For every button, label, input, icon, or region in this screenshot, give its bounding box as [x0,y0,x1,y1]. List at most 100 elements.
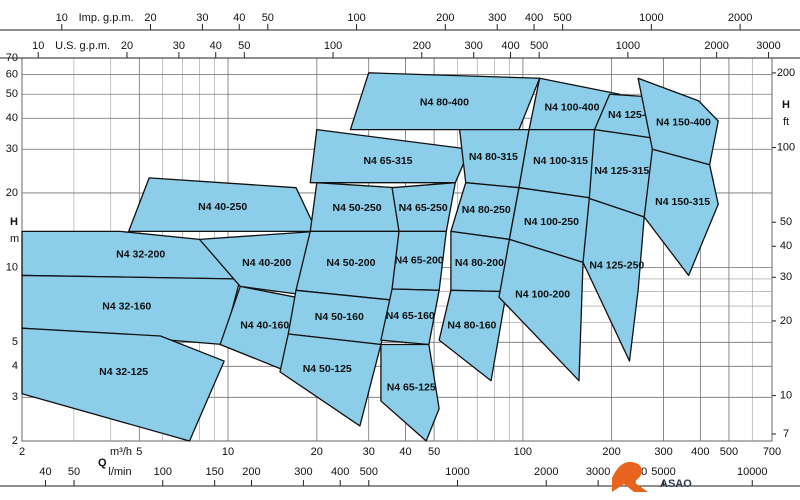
y2-tick-label: 50 [780,216,792,228]
region-label: N4 40-160 [240,319,289,331]
secondary-tick-label: 300 [465,40,483,52]
secondary-tick-label: 300 [294,466,312,478]
pump-region [380,343,440,442]
secondary-tick-label: 3000 [756,40,780,52]
secondary-tick-label: 20 [121,40,133,52]
logo-mark [612,461,648,492]
x-tick-label: 10 [222,446,234,458]
secondary-tick-label: 40 [39,466,51,478]
region-label: N4 80-315 [469,151,518,163]
secondary-tick-label: 400 [501,40,519,52]
y-axis-unit: m [10,233,19,245]
region-label: N4 65-125 [387,382,436,394]
secondary-tick-label: 200 [436,12,454,24]
pump-region [279,333,382,427]
secondary-tick-label: 2000 [534,466,558,478]
secondary-tick-label: 100 [324,40,342,52]
region-label: N4 100-250 [524,216,579,228]
x-tick-label: 5 [136,446,142,458]
secondary-tick-label: 300 [488,12,506,24]
secondary-tick-label: 50 [238,40,250,52]
y2-tick-label: 20 [780,315,792,327]
region-label: N4 65-200 [395,254,444,266]
secondary-tick-label: 500 [360,466,378,478]
region-label: N4 50-250 [333,202,382,214]
y2-tick-label: 7 [783,428,789,440]
y-tick-label: 4 [12,360,18,372]
y-tick-label: 50 [6,88,18,100]
secondary-tick-label: 40 [210,40,222,52]
region-label: N4 150-400 [656,117,711,129]
x-tick-label: 100 [514,446,532,458]
region-label: N4 100-315 [533,155,588,167]
region-label: N4 80-200 [455,257,504,269]
x-axis-title: Q [98,457,107,469]
region-label: N4 80-250 [462,204,511,216]
axes: 2 5 10 20 30 40 50 100 200 300 400 500 700 2 3 4 5 10 20 30… [0,12,800,487]
x-tick-label: 300 [654,446,672,458]
secondary-tick-label: 10000 [737,466,768,478]
secondary-tick-label: 1000 [639,12,663,24]
logo-text: ASAO [660,478,692,490]
region-label: N4 65-250 [399,202,448,214]
secondary-tick-label: 100 [154,466,172,478]
secondary-tick-label: 400 [331,466,349,478]
region-label: N4 65-160 [386,310,435,322]
x-tick-label: 500 [720,446,738,458]
region-label: N4 65-315 [363,155,412,167]
secondary-tick-label: 200 [413,40,431,52]
secondary-tick-label: 2000 [728,12,752,24]
secondary-tick-label: 200 [242,466,260,478]
region-label: N4 32-160 [102,301,151,313]
secondary-tick-label: 30 [196,12,208,24]
pump-region [438,289,508,382]
secondary-axis-title: U.S. g.p.m. [55,40,110,52]
y2-tick-label: 100 [777,141,795,153]
secondary-tick-label: 100 [347,12,365,24]
logo: ASAO [612,461,692,492]
y-tick-label: 20 [6,187,18,199]
y2-tick-label: 30 [780,271,792,283]
y-tick-label: 5 [12,336,18,348]
region-label: N4 100-400 [545,102,600,114]
pump-region [498,238,584,382]
secondary-tick-label: 400 [525,12,543,24]
region-label: N4 32-125 [99,366,148,378]
secondary-tick-label: 3000 [586,466,610,478]
y-tick-label: 60 [6,69,18,81]
regions: N4 32-200 N4 32-160 N4 32-125 N4 40-250 N4 4… [21,72,719,442]
y-tick-label: 3 [12,391,18,403]
region-label: N4 125-315 [594,165,649,177]
x-tick-label: 2 [19,446,25,458]
y-tick-label: 30 [6,143,18,155]
x-tick-label: 200 [602,446,620,458]
region-label: N4 100-200 [515,289,570,301]
y-tick-label: 40 [6,112,18,124]
y2-axis-unit: ft [783,116,789,128]
region-label: N4 40-200 [242,257,291,269]
secondary-tick-label: 1000 [616,40,640,52]
secondary-tick-label: 40 [233,12,245,24]
x-tick-label: 50 [428,446,440,458]
secondary-tick-label: 2000 [704,40,728,52]
y2-tick-label: 40 [780,240,792,252]
region-label: N4 80-160 [447,319,496,331]
secondary-tick-label: 50 [262,12,274,24]
secondary-tick-label: 5000 [651,466,675,478]
region-label: N4 50-200 [326,257,375,269]
pump-region [582,197,645,362]
secondary-tick-label: 10 [56,12,68,24]
region-label: N4 125-250 [589,260,644,272]
x-tick-label: 400 [691,446,709,458]
y2-tick-label: 200 [777,67,795,79]
pump-region [21,327,225,442]
region-label: N4 32-200 [116,248,165,260]
secondary-tick-label: 10 [32,40,44,52]
x-axis-unit: m³/h [110,446,132,458]
y2-tick-label: 10 [780,389,792,401]
x-tick-label: 30 [363,446,375,458]
secondary-tick-label: 30 [173,40,185,52]
secondary-tick-label: 50 [68,466,80,478]
region-label: N4 50-160 [315,311,364,323]
